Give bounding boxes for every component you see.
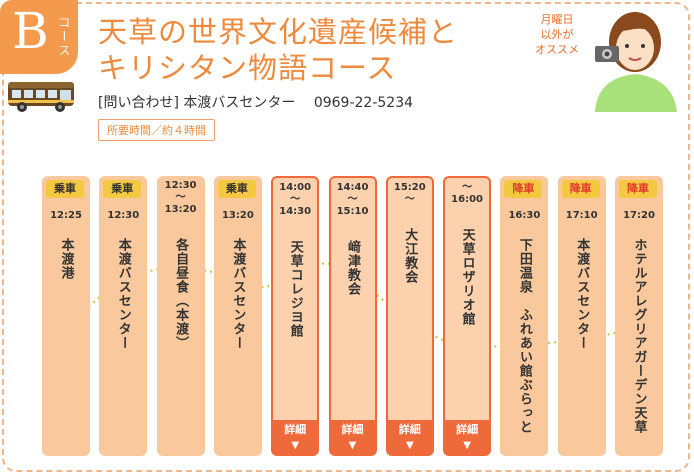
recommend-line-1: 月曜日 (540, 13, 574, 26)
detail-label: 詳細 (284, 423, 307, 436)
stop-time-1: 12:30 (107, 210, 140, 221)
stop-tag: 降車 (619, 180, 657, 198)
triangle-down-icon: ▼ (348, 440, 357, 451)
detail-button[interactable]: 詳細 ▼ (273, 420, 318, 454)
stop-place-label: ホテルアレグリアガーデン天草 (631, 238, 647, 434)
stop-place: 天草ロザリオ館 (445, 228, 489, 326)
stop-column: 乗車 12:25 本渡港 (42, 176, 90, 456)
stop-column: 降車 17:20 ホテルアレグリアガーデン天草 (615, 176, 663, 456)
recommend-line-3: オススメ (535, 43, 579, 56)
stop-time-3: 13:20 (164, 204, 197, 215)
stop-place-label: 﨑津教会 (345, 240, 360, 296)
stop-column[interactable]: ～ 16:00 天草ロザリオ館詳細 ▼ (443, 176, 492, 456)
stop-time-1: 17:10 (565, 210, 598, 221)
stop-place: 本渡港 (42, 238, 90, 280)
title-line-1: 天草の世界文化遺産候補と (98, 15, 459, 49)
stop-place: 天草コレジヨ館 (273, 240, 317, 338)
detail-label: 詳細 (341, 423, 364, 436)
stop-time-1: 13:20 (221, 210, 254, 221)
contact-label: [問い合わせ] 本渡バスセンター (98, 95, 296, 111)
stop-place: 大江教会 (388, 228, 432, 284)
contact-info: [問い合わせ] 本渡バスセンター 0969-22-5234 (98, 92, 413, 112)
stop-time-1: 14:00 (279, 182, 312, 193)
stop-time-2: ～ (404, 194, 415, 205)
stop-time-1: 12:25 (50, 210, 82, 221)
stop-place-label: 天草ロザリオ館 (459, 228, 475, 326)
detail-label: 詳細 (398, 423, 421, 436)
detail-button[interactable]: 詳細 ▼ (445, 420, 490, 454)
detail-button[interactable]: 詳細 ▼ (330, 420, 375, 454)
stop-time-1: 17:20 (623, 210, 655, 221)
stop-tag: 乗車 (217, 180, 256, 198)
stop-time-1: ～ (462, 182, 473, 193)
stop-place: 﨑津教会 (331, 240, 375, 296)
stop-time-3: 14:30 (279, 206, 312, 217)
person-with-camera-illustration (595, 12, 677, 112)
stop-tag: 乗車 (103, 180, 142, 198)
stop-place: 本渡バスセンター (558, 238, 606, 350)
stop-place-label: 各自昼食（本渡） (173, 238, 189, 350)
course-badge: B コース (0, 0, 78, 74)
stop-place-label: 本渡バスセンター (574, 238, 590, 350)
recommend-line-2: 以外が (540, 28, 574, 41)
detail-label: 詳細 (456, 423, 479, 436)
stop-time-1: 14:40 (336, 182, 369, 193)
stop-column[interactable]: 14:00 ～ 14:30 天草コレジヨ館詳細 ▼ (271, 176, 320, 456)
stop-place: 各自昼食（本渡） (157, 238, 205, 350)
course-label: コース (57, 16, 71, 58)
stop-place: ホテルアレグリアガーデン天草 (615, 238, 663, 434)
stop-time-2: ～ (290, 194, 301, 205)
page-title: 天草の世界文化遺産候補と キリシタン物語コース (98, 14, 458, 86)
stop-place-label: 下田温泉 ふれあい館ぶらっと (516, 238, 532, 434)
stop-tag: 降車 (504, 180, 543, 198)
title-line-2: キリシタン物語コース (98, 51, 397, 85)
triangle-down-icon: ▼ (405, 440, 414, 451)
stop-place: 下田温泉 ふれあい館ぶらっと (500, 238, 548, 434)
stop-time-2: ～ (175, 192, 186, 203)
stop-tag: 乗車 (46, 180, 84, 198)
stop-column: 降車 17:10 本渡バスセンター (557, 176, 606, 456)
stop-column[interactable]: 15:20 ～ 大江教会詳細 ▼ (385, 176, 434, 456)
triangle-down-icon: ▼ (291, 440, 300, 451)
stop-tag: 降車 (561, 180, 600, 198)
bus-icon (8, 82, 74, 112)
stop-time-1: 15:20 (393, 182, 426, 193)
stop-time-1: 12:30 (164, 180, 197, 191)
triangle-down-icon: ▼ (463, 440, 471, 451)
stop-place-label: 本渡港 (58, 238, 74, 280)
stop-place: 本渡バスセンター (214, 238, 262, 350)
detail-button[interactable]: 詳細 ▼ (387, 420, 432, 454)
stop-column: 降車 16:30 下田温泉 ふれあい館ぶらっと (500, 176, 549, 456)
stop-time-2: 16:00 (451, 194, 484, 205)
stop-column: 12:30 ～ 13:20 各自昼食（本渡） (156, 176, 205, 456)
stop-place-label: 本渡バスセンター (115, 238, 131, 350)
stop-place: 本渡バスセンター (99, 238, 147, 350)
stop-time-3: 15:10 (336, 206, 369, 217)
stop-column: 乗車 13:20 本渡バスセンター (213, 176, 262, 456)
stop-column: 乗車 12:30 本渡バスセンター (99, 176, 148, 456)
stop-place-label: 天草コレジヨ館 (287, 240, 303, 338)
stop-column[interactable]: 14:40 ～ 15:10 﨑津教会詳細 ▼ (328, 176, 377, 456)
contact-phone[interactable]: 0969-22-5234 (313, 95, 414, 111)
course-frame (2, 2, 690, 472)
duration-badge: 所要時間／約４時間 (98, 119, 215, 141)
stop-place-label: 本渡バスセンター (230, 238, 246, 350)
stop-place-label: 大江教会 (402, 228, 418, 284)
course-letter: B (12, 2, 49, 60)
recommend-note: 月曜日 以外が オススメ (535, 12, 579, 57)
stop-time-1: 16:30 (508, 210, 541, 221)
stop-time-2: ～ (347, 194, 358, 205)
